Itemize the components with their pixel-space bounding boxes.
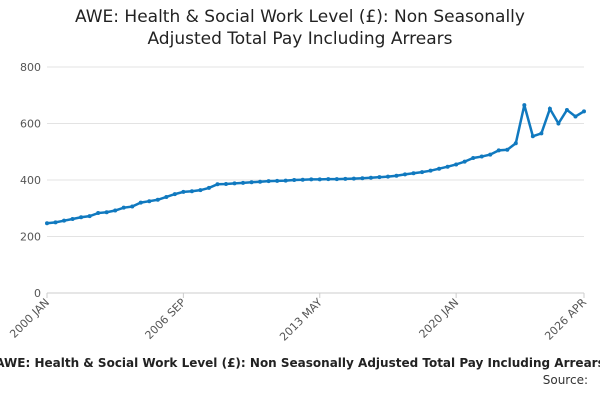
y-tick-label: 400	[20, 174, 41, 187]
y-tick-label: 0	[34, 287, 41, 300]
point	[266, 179, 271, 184]
point	[403, 172, 407, 177]
point	[130, 204, 135, 209]
point	[428, 168, 433, 173]
point	[462, 159, 467, 164]
point	[249, 180, 254, 185]
x-tick-label: 2013 MAY	[277, 296, 325, 344]
point	[189, 189, 194, 194]
point	[198, 188, 203, 193]
point	[138, 200, 143, 205]
point	[547, 106, 552, 111]
x-tick-label: 2006 SEP	[142, 296, 188, 342]
point	[505, 147, 510, 152]
point	[539, 131, 544, 136]
point	[275, 178, 280, 183]
footer-text: AWE: Health & Social Work Level (£): Non…	[0, 356, 600, 370]
point	[155, 197, 160, 202]
point	[172, 192, 177, 197]
point	[513, 141, 518, 146]
point	[300, 177, 305, 182]
point	[79, 215, 84, 220]
footer: AWE: Health & Social Work Level (£): Non…	[0, 356, 600, 370]
point	[206, 185, 211, 190]
point	[292, 178, 297, 182]
x-tick-label: 2026 APR	[542, 296, 589, 343]
point	[121, 205, 126, 210]
point	[573, 114, 578, 119]
point	[317, 177, 322, 182]
source: Source:	[542, 373, 588, 387]
point	[232, 181, 237, 186]
point	[471, 155, 476, 160]
point	[420, 170, 425, 175]
point	[368, 175, 373, 180]
point	[377, 175, 382, 180]
point	[164, 194, 169, 199]
y-tick-label: 600	[20, 118, 41, 131]
x-tick-label: 2020 JAN	[417, 296, 462, 341]
point	[488, 152, 493, 157]
point	[522, 103, 527, 108]
point	[258, 179, 263, 184]
point	[53, 220, 58, 225]
point	[351, 176, 356, 181]
point	[343, 176, 348, 181]
point	[181, 189, 186, 194]
point	[45, 221, 49, 226]
point	[445, 164, 450, 169]
point	[556, 121, 561, 126]
point	[454, 162, 459, 167]
point	[96, 211, 101, 216]
point	[104, 210, 109, 215]
point	[411, 171, 416, 176]
point	[334, 177, 339, 182]
x-tick-label: 2000 JAN	[7, 296, 52, 341]
point	[385, 174, 390, 179]
point	[479, 154, 484, 159]
point	[582, 109, 586, 114]
point	[87, 214, 92, 219]
series-line	[46, 104, 585, 225]
y-tick-label: 200	[20, 231, 41, 244]
point	[70, 216, 75, 221]
point	[224, 181, 228, 186]
point	[437, 166, 442, 171]
point	[241, 180, 246, 185]
point	[564, 107, 569, 112]
chart-title: AWE: Health & Social Work Level (£): Non…	[75, 7, 525, 49]
point	[62, 218, 67, 223]
y-tick-label: 800	[20, 61, 41, 74]
point	[215, 182, 220, 187]
point	[113, 208, 118, 213]
point	[283, 178, 288, 183]
point	[530, 134, 535, 139]
point	[326, 177, 331, 182]
point	[147, 199, 152, 204]
point	[309, 177, 314, 182]
point	[496, 148, 501, 153]
point	[394, 173, 399, 178]
point	[360, 176, 365, 181]
